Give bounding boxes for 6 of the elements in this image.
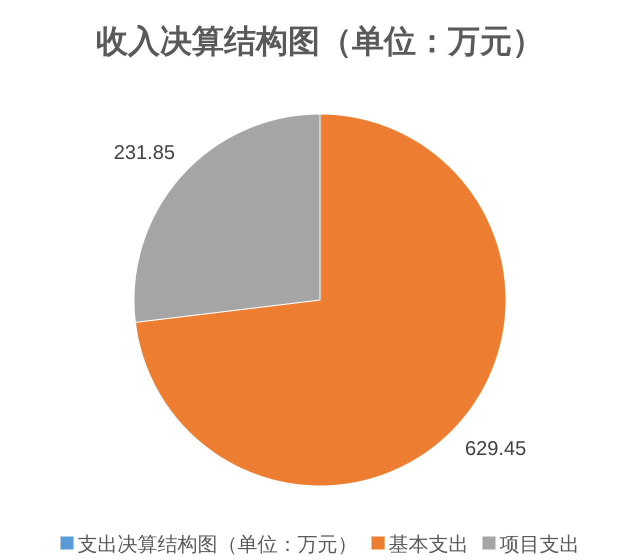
chart-title: 收入决算结构图（单位：万元）: [96, 23, 544, 59]
legend-label: 项目支出: [500, 534, 580, 556]
data-label: 231.85: [114, 142, 175, 164]
legend-label: 支出决算结构图（单位：万元）: [78, 534, 358, 556]
legend-label: 基本支出: [388, 534, 468, 556]
data-label: 629.45: [465, 438, 526, 460]
